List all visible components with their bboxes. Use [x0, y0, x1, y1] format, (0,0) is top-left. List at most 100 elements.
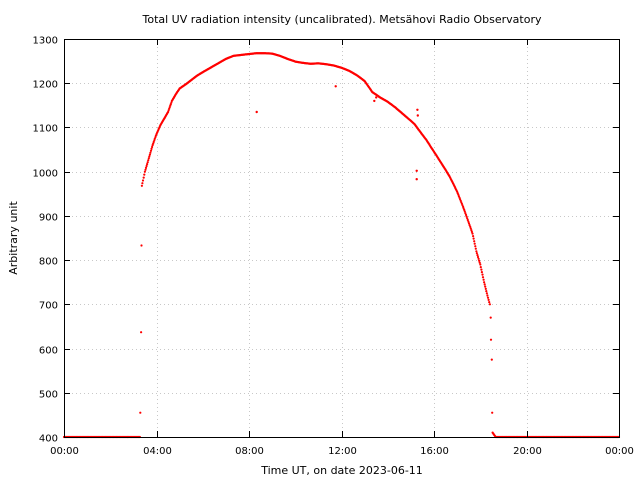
data-point: [148, 155, 151, 158]
data-point: [473, 242, 476, 245]
data-point: [142, 176, 145, 179]
data-point: [477, 257, 480, 260]
data-point: [489, 316, 492, 319]
data-point: [146, 161, 149, 164]
data-point: [144, 166, 148, 169]
data-point: [485, 290, 488, 293]
data-point: [479, 266, 482, 269]
data-point: [470, 229, 473, 232]
data-point: [466, 218, 469, 222]
data-point: [139, 411, 142, 414]
data-point: [140, 244, 143, 247]
data-point: [140, 331, 143, 334]
outlier-point: [416, 114, 419, 117]
data-point: [143, 173, 146, 176]
data-point: [484, 285, 487, 288]
data-point: [469, 225, 472, 228]
data-point: [486, 294, 489, 297]
data-point: [482, 278, 485, 281]
data-point: [483, 283, 486, 286]
outlier-point: [415, 178, 418, 181]
data-point: [147, 157, 150, 160]
y-tick-label: 1300: [33, 36, 58, 47]
data-point: [467, 222, 471, 225]
data-point: [481, 273, 484, 276]
x-axis-label: Time UT, on date 2023-06-11: [260, 464, 423, 477]
y-tick-label: 900: [39, 213, 58, 224]
chart-title: Total UV radiation intensity (uncalibrat…: [142, 13, 542, 26]
x-tick-labels: 00:00 04:00 08:00 12:00 16:00 20:00 00:00: [50, 446, 634, 457]
data-point: [475, 250, 478, 253]
data-point: [472, 235, 475, 238]
data-point: [480, 268, 483, 271]
y-tick-label: 600: [39, 346, 58, 357]
y-tick-label: 800: [39, 257, 58, 268]
data-point: [149, 149, 153, 152]
data-point: [475, 252, 478, 255]
y-tick-label: 400: [39, 434, 58, 445]
data-point: [479, 263, 482, 266]
data-points: [62, 52, 621, 439]
data-point: [487, 298, 490, 301]
data-point: [478, 261, 481, 264]
y-tick-label: 500: [39, 390, 58, 401]
data-point: [481, 276, 485, 279]
x-tick-label: 00:00: [605, 446, 634, 457]
data-point: [469, 227, 472, 230]
data-point: [488, 301, 491, 304]
data-point: [146, 163, 149, 166]
x-tick-label: 08:00: [235, 446, 264, 457]
data-point: [472, 237, 475, 240]
data-point: [151, 145, 154, 149]
outlier-point: [334, 85, 337, 88]
outlier-point: [415, 169, 418, 172]
data-point: [480, 271, 483, 274]
data-point: [485, 292, 488, 295]
data-point: [478, 259, 481, 262]
y-tick-label: 1100: [33, 124, 58, 135]
data-point: [143, 170, 146, 173]
data-point: [144, 168, 147, 171]
y-tick-label: 700: [39, 301, 58, 312]
data-point: [471, 232, 474, 235]
data-point: [486, 296, 490, 299]
data-point: [476, 255, 480, 259]
data-point: [474, 247, 477, 250]
x-tick-label: 00:00: [50, 446, 79, 457]
data-point: [466, 217, 469, 220]
data-point: [490, 358, 493, 361]
data-point: [484, 287, 487, 290]
data-point: [149, 151, 152, 154]
outlier-point: [416, 108, 419, 112]
y-axis-label: Arbitrary unit: [7, 201, 20, 275]
data-point: [140, 184, 143, 187]
data-point: [141, 182, 144, 185]
data-point: [489, 338, 493, 341]
data-point: [147, 159, 150, 162]
y-tick-labels: 400 500 600 700 800 900 1000 1100 1200 1300: [33, 36, 58, 445]
data-point: [470, 230, 473, 233]
data-point: [476, 254, 479, 257]
outlier-point: [373, 99, 376, 103]
axis-ticks: [64, 39, 620, 438]
data-point: [150, 147, 153, 150]
grid-lines: [64, 39, 619, 437]
data-point: [463, 210, 466, 213]
data-point: [474, 245, 477, 248]
outlier-point: [375, 96, 378, 99]
x-tick-label: 04:00: [143, 446, 172, 457]
data-point: [145, 164, 148, 168]
data-point: [467, 220, 470, 223]
data-point: [468, 224, 471, 227]
outlier-point: [255, 110, 258, 114]
data-point: [465, 215, 468, 218]
data-point: [473, 240, 476, 243]
x-tick-label: 20:00: [513, 446, 542, 457]
y-tick-label: 1000: [33, 169, 58, 180]
data-point: [491, 411, 494, 414]
data-point: [464, 213, 468, 216]
data-point: [148, 153, 151, 156]
data-point: [464, 212, 467, 215]
x-tick-label: 12:00: [328, 446, 357, 457]
